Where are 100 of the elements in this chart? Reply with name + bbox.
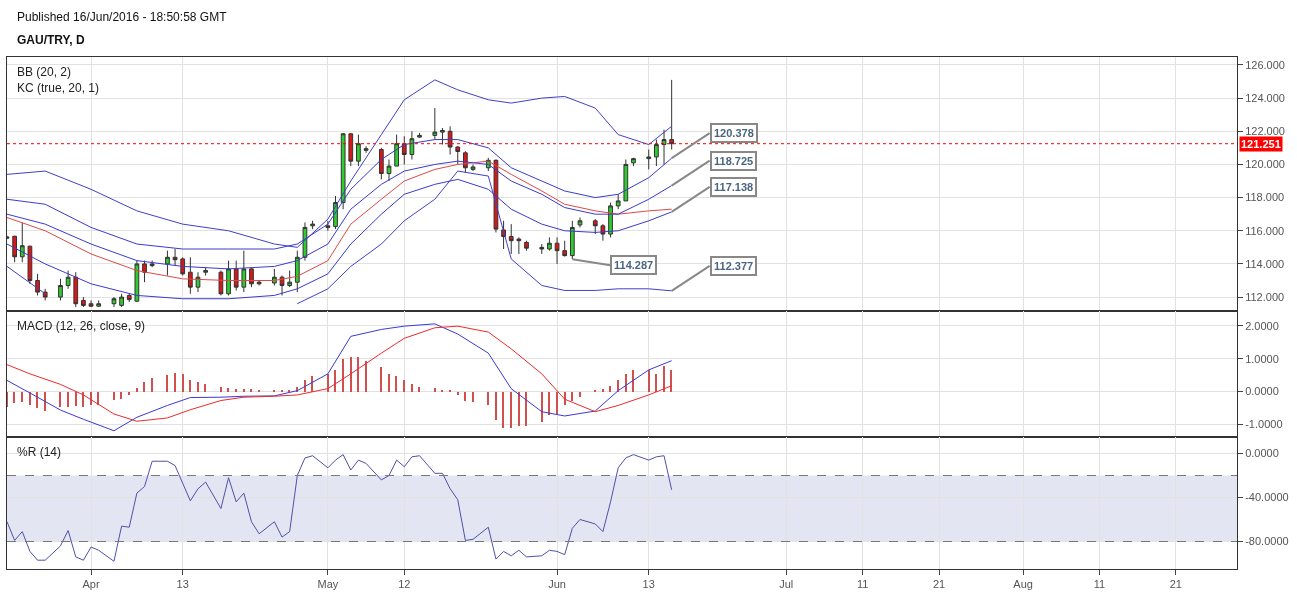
bar	[182, 374, 184, 393]
y-tick-label: 0.0000	[1245, 385, 1279, 398]
y-tick-label: 126.000	[1245, 58, 1285, 71]
candlestick	[440, 127, 445, 146]
x-tick-label: Jun	[548, 578, 566, 591]
bar	[403, 380, 405, 393]
y-tick-label: 122.000	[1245, 125, 1285, 138]
bar	[82, 392, 84, 408]
bar	[411, 384, 413, 393]
bar	[334, 370, 336, 393]
candlestick	[218, 270, 224, 296]
bar	[464, 392, 466, 402]
y-tick-label: -80.0000	[1245, 535, 1289, 548]
bar	[113, 392, 115, 401]
y-tick-label: 124.000	[1245, 91, 1285, 104]
candlestick	[27, 245, 33, 285]
bar	[227, 388, 229, 393]
candlestick	[447, 125, 453, 155]
bar	[648, 370, 650, 393]
y-tick-label: -40.0000	[1245, 491, 1289, 504]
bar	[518, 392, 520, 427]
candlestick	[19, 221, 25, 263]
bar	[388, 374, 390, 393]
candlestick	[187, 256, 193, 295]
y-tick-label: -1.0000	[1245, 418, 1283, 431]
bar	[44, 392, 46, 412]
candlestick	[654, 139, 659, 167]
bar	[556, 392, 558, 415]
candlestick	[81, 296, 86, 308]
candlestick	[180, 256, 186, 277]
candlestick	[119, 293, 124, 308]
annotation: 117.138	[714, 181, 754, 193]
bar	[220, 387, 222, 393]
bar	[258, 390, 260, 393]
bar	[434, 388, 436, 393]
candlestick	[615, 193, 621, 210]
candlestick	[58, 278, 63, 301]
bar	[342, 359, 344, 393]
x-tick-label: 11	[1093, 578, 1106, 591]
candlestick	[325, 220, 331, 232]
bar	[29, 392, 31, 406]
x-tick-label: 12	[398, 578, 411, 591]
candlestick	[134, 260, 140, 303]
bar	[350, 357, 352, 393]
candlestick	[294, 250, 300, 293]
bar	[273, 390, 275, 393]
bar	[495, 392, 497, 421]
candlestick	[470, 163, 476, 172]
candlestick	[249, 266, 254, 288]
candlestick	[203, 266, 209, 277]
candlestick	[432, 107, 438, 141]
candlestick	[524, 240, 529, 252]
ref-line-label: 121.251	[1241, 138, 1281, 150]
candlestick	[409, 130, 415, 160]
bar	[281, 390, 283, 393]
bar	[380, 367, 382, 393]
candlestick	[661, 129, 667, 165]
candlestick	[233, 260, 239, 291]
bar	[357, 357, 359, 393]
y-tick-label: 118.000	[1245, 191, 1285, 204]
x-tick-label: 21	[1169, 578, 1183, 591]
bar	[663, 366, 665, 393]
bar	[120, 392, 122, 400]
bar	[602, 389, 604, 393]
y-tick-label: 114.000	[1245, 257, 1285, 270]
candlestick	[149, 260, 155, 268]
candlestick	[516, 236, 522, 255]
candlestick	[577, 217, 583, 228]
bar	[136, 388, 138, 393]
y-tick-label: 116.000	[1245, 224, 1285, 237]
bar	[166, 375, 168, 393]
candlestick	[562, 240, 568, 257]
candlestick	[386, 158, 392, 182]
bar	[579, 392, 581, 398]
candlestick	[646, 149, 652, 170]
candlestick	[96, 299, 102, 307]
annotation: 114.287	[614, 259, 654, 271]
candlestick	[111, 296, 117, 308]
candlestick	[592, 218, 598, 235]
candlestick	[165, 250, 170, 277]
bar	[457, 392, 459, 396]
bar	[128, 392, 130, 396]
x-tick-label: Apr	[82, 578, 100, 591]
x-tick-label: 13	[642, 578, 655, 591]
bar	[174, 373, 176, 393]
candlestick	[669, 79, 675, 151]
line-series	[7, 79, 673, 248]
candlestick	[554, 236, 560, 265]
y-tick-label: 2.0000	[1245, 319, 1279, 332]
candlestick	[401, 135, 407, 165]
candlestick	[417, 132, 422, 139]
candlestick	[142, 260, 147, 283]
annotation: MACD (12, 26, close, 9)	[17, 319, 146, 333]
bar	[541, 392, 543, 423]
candlestick	[172, 248, 178, 267]
candlestick	[356, 134, 361, 167]
x-tick-label: Jul	[779, 578, 794, 591]
bar	[441, 390, 443, 393]
bar	[36, 392, 38, 409]
chart-title: GAU/TRY, D	[17, 33, 85, 47]
